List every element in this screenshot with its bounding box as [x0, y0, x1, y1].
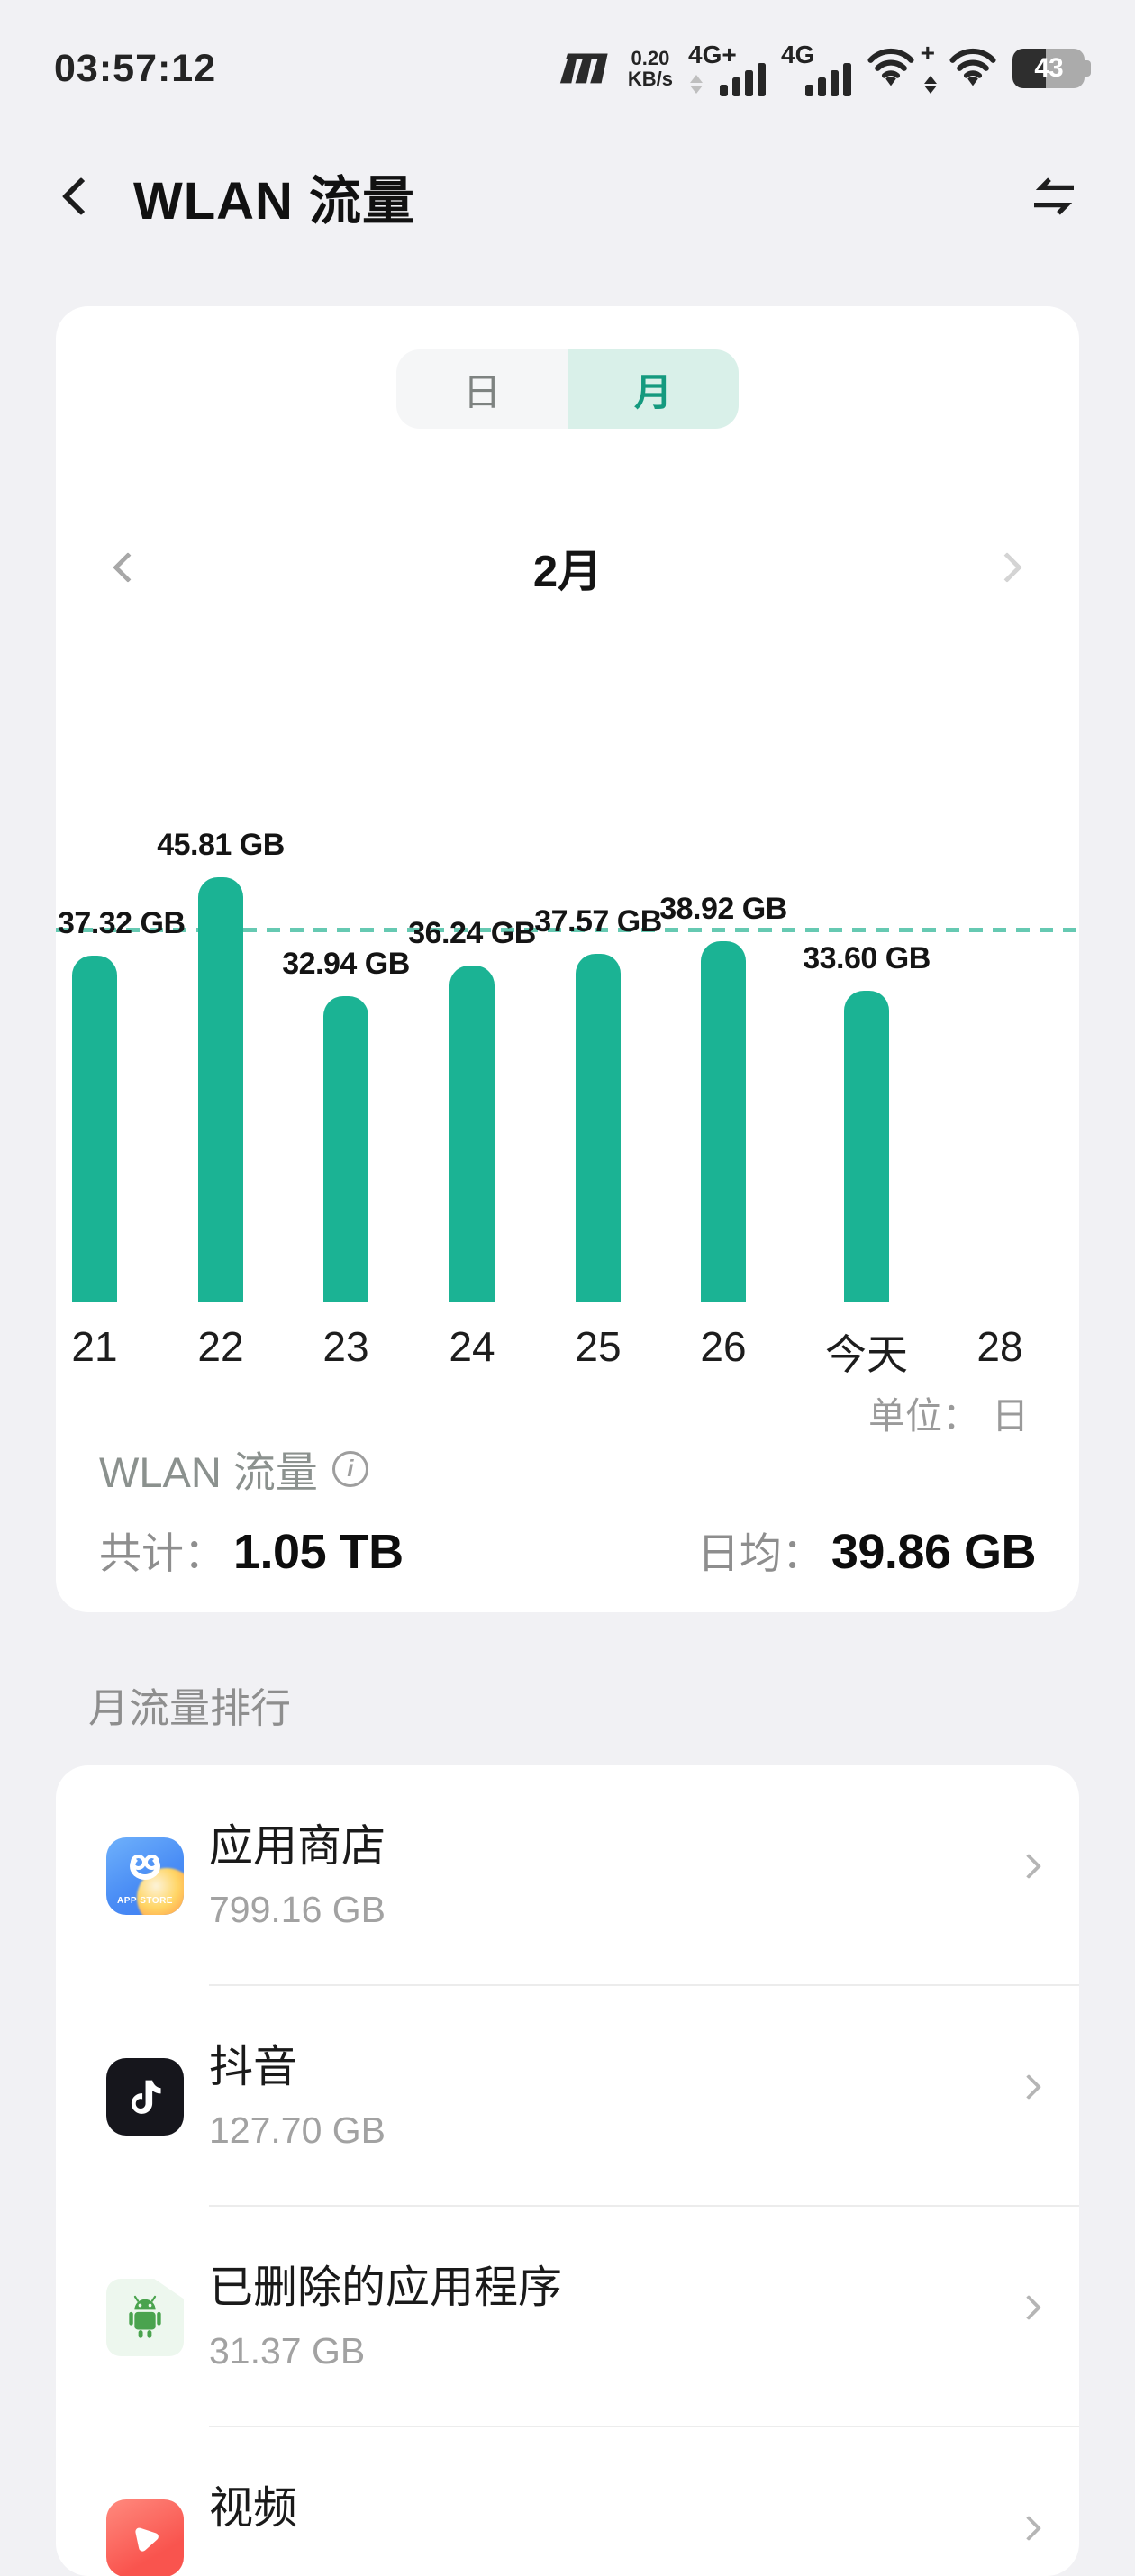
battery-icon: 43 — [1012, 49, 1091, 88]
switch-sim-button[interactable] — [1027, 171, 1081, 222]
wifi-assist-icon: + — [867, 39, 937, 94]
douyin-icon — [106, 2058, 184, 2136]
app-traffic-size: 31.37 GB — [209, 2330, 366, 2372]
x-axis-label: 28 — [976, 1323, 1023, 1370]
x-axis-label: 21 — [71, 1323, 118, 1370]
tab-day[interactable]: 日 — [396, 349, 568, 429]
app-traffic-size: 799.16 GB — [209, 1889, 386, 1930]
app-row-video[interactable]: 视频 — [56, 2427, 1079, 2576]
page-title: WLAN 流量 — [133, 172, 416, 231]
bar-value-label: 45.81 GB — [157, 828, 285, 862]
android-robot-glyph — [129, 2295, 161, 2338]
app-name: 视频 — [209, 2484, 298, 2533]
clock: 03:57:12 — [54, 46, 217, 90]
bar-value-label: 36.24 GB — [408, 916, 536, 950]
total-label: 共计： — [99, 1529, 226, 1577]
chart-bar — [449, 966, 495, 1302]
bar-value-label: 33.60 GB — [803, 941, 931, 975]
app-row-deleted-apps[interactable]: 已删除的应用程序 31.37 GB — [56, 2207, 1079, 2427]
bar-value-label: 37.57 GB — [534, 904, 662, 939]
play-glyph — [135, 2527, 159, 2552]
traffic-chart-card: 日 月 2月 37.32 GB 45.81 GB 32.94 GB 36.24 GB 3… — [56, 306, 1079, 1612]
bar-value-label: 38.92 GB — [659, 892, 787, 926]
app-row-douyin[interactable]: 抖音 127.70 GB — [56, 1986, 1079, 2207]
x-axis-label: 23 — [322, 1323, 369, 1370]
chart-bar — [323, 996, 368, 1302]
x-axis-label: 24 — [449, 1323, 495, 1370]
app-store-icon: APP STORE — [106, 1837, 184, 1915]
x-axis-label: 22 — [197, 1323, 244, 1370]
app-traffic-size: 127.70 GB — [209, 2109, 386, 2151]
chevron-right-icon — [1015, 2073, 1042, 2100]
totals-row: 共计： 1.05 TB 日均： 39.86 GB — [99, 1519, 1037, 1581]
ranking-section-title: 月流量排行 — [88, 1685, 292, 1731]
x-axis-label: 今天 — [825, 1331, 908, 1378]
shopping-bag-glyph — [130, 1853, 160, 1880]
daily-average-value: 39.86 GB — [831, 1525, 1037, 1579]
total-value: 1.05 TB — [233, 1525, 404, 1579]
month-navigator: 2月 — [56, 533, 1079, 602]
wifi-icon — [949, 46, 997, 92]
chart-bar — [701, 941, 746, 1302]
unit-row: 单位： 日 — [868, 1385, 1029, 1439]
sim2-signal-icon: 4G — [781, 41, 851, 96]
chart-x-labels: 21 22 23 24 25 26 今天 28 — [56, 1322, 1079, 1378]
daily-average-label: 日均： — [696, 1529, 824, 1577]
app-name: 应用商店 — [209, 1822, 386, 1871]
app-name: 抖音 — [209, 2043, 298, 2091]
back-button[interactable] — [54, 169, 108, 223]
video-icon — [106, 2499, 184, 2576]
app-name: 已删除的应用程序 — [209, 2263, 563, 2312]
tab-month[interactable]: 月 — [568, 349, 739, 429]
header: WLAN 流量 — [54, 160, 1081, 232]
sim1-signal-icon: 4G+ — [688, 41, 766, 96]
chart-bar — [198, 877, 243, 1302]
unit-label: 单位： — [868, 1395, 979, 1437]
info-icon[interactable]: i — [331, 1450, 368, 1487]
metric-label: WLAN 流量 — [99, 1448, 318, 1496]
chevron-right-icon — [1015, 2515, 1042, 2542]
x-axis-label: 25 — [575, 1323, 622, 1370]
chart-plot: 37.32 GB 45.81 GB 32.94 GB 36.24 GB 37.57 GB… — [56, 306, 1079, 1302]
chevron-right-icon — [1015, 2294, 1042, 2321]
metric-row: WLAN 流量 i — [99, 1438, 368, 1500]
unit-value: 日 — [992, 1395, 1029, 1437]
deleted-apps-icon — [106, 2279, 184, 2356]
chart-bar — [576, 954, 621, 1302]
chevron-right-icon — [1015, 1853, 1042, 1880]
average-dashed-line — [56, 928, 1076, 932]
chart-bar — [844, 991, 889, 1302]
ranking-card: APP STORE 应用商店 799.16 GB 抖音 127.70 GB 已删… — [56, 1765, 1079, 2576]
ranking-list: APP STORE 应用商店 799.16 GB 抖音 127.70 GB 已删… — [56, 1765, 1079, 2576]
swap-arrows-icon — [1034, 177, 1074, 215]
bar-value-label: 37.32 GB — [58, 906, 186, 940]
network-speed: 0.20 KB/s — [627, 46, 673, 90]
bar-value-label: 32.94 GB — [282, 947, 410, 981]
operator-logo-icon — [557, 46, 613, 92]
period-segmented-control: 日 月 — [396, 349, 739, 429]
app-row-app-store[interactable]: APP STORE 应用商店 799.16 GB — [56, 1765, 1079, 1986]
status-bar: 03:57:12 0.20 KB/s 4G+ 4G — [54, 31, 1091, 106]
current-month-label: 2月 — [532, 547, 603, 596]
back-chevron-icon — [61, 177, 101, 216]
chart-bar — [72, 956, 117, 1302]
x-axis-label: 26 — [700, 1323, 747, 1370]
wifi-plus-glyph: + — [920, 38, 935, 67]
